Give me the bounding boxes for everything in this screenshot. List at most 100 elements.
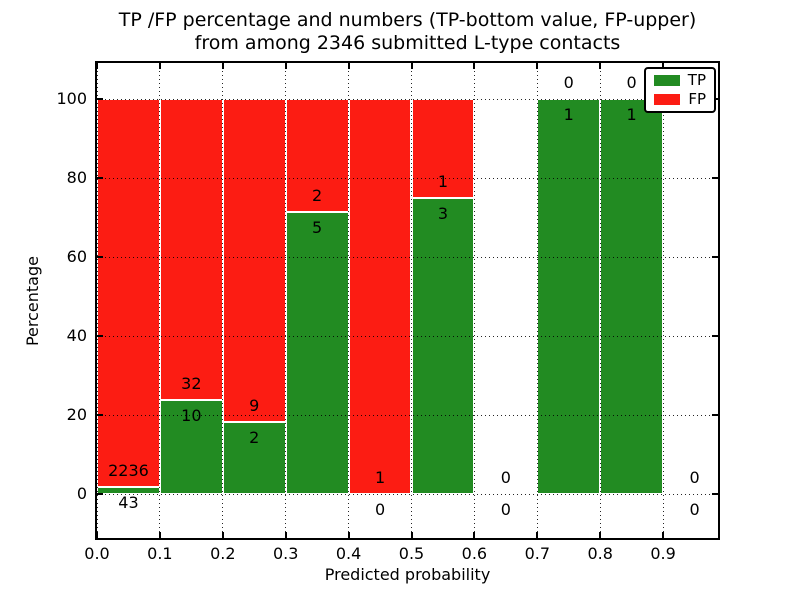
x-tick-label-0.9: 0.9	[650, 544, 676, 563]
fp-legend-label: FP	[688, 89, 706, 108]
bar-fp-1	[159, 99, 223, 400]
count-label-tp-9: 0	[689, 500, 700, 519]
y-tick-right-40	[712, 335, 718, 337]
y-tick-label-0: 0	[76, 484, 87, 503]
x-tick-top-0.5	[410, 63, 413, 69]
legend-item-tp: TP	[654, 73, 706, 88]
x-tick-label-0.6: 0.6	[461, 544, 488, 563]
gridline-h-20	[97, 414, 718, 416]
chart-title-line-1: TP /FP percentage and numbers (TP-bottom…	[118, 9, 697, 31]
x-tick-top-0.8	[599, 63, 602, 69]
x-tick-label-0.7: 0.7	[524, 544, 551, 563]
y-tick-left-0	[97, 493, 103, 495]
x-tick-label-0.0: 0.0	[84, 544, 110, 563]
y-tick-label-20: 20	[66, 405, 87, 424]
y-tick-label-80: 80	[66, 168, 87, 187]
y-tick-right-0	[712, 493, 718, 495]
gridline-v-0.9	[662, 63, 664, 538]
x-tick-top-0.1	[158, 63, 161, 69]
x-tick-top-0.4	[347, 63, 350, 69]
chart-title: TP /FP percentage and numbers (TP-bottom…	[97, 9, 718, 55]
bar-tp-3	[285, 212, 349, 494]
count-label-fp-4: 1	[374, 468, 386, 487]
y-tick-right-60	[712, 256, 718, 258]
count-label-tp-1: 10	[181, 406, 202, 425]
y-tick-left-100	[97, 98, 103, 100]
x-tick-top-0.6	[473, 63, 476, 69]
x-tick-bottom-0.7	[536, 532, 539, 538]
x-tick-top-0.9	[662, 63, 665, 69]
y-tick-left-20	[97, 414, 103, 416]
x-tick-bottom-0.0	[96, 532, 98, 538]
gridline-v-0.3	[285, 63, 287, 538]
gridline-v-0.1	[159, 63, 161, 538]
x-tick-bottom-0.3	[284, 532, 287, 538]
x-tick-label-0.1: 0.1	[147, 544, 173, 563]
plot-area: TP FP 2236 43 32 10 9 2 2 5 1 0 1 3 0 0 0 1 0 1 0 0 0 20 40 60 8…	[56, 61, 720, 563]
bar-tp-5	[411, 198, 475, 494]
fp-legend-swatch-icon	[654, 93, 680, 105]
gridline-v-0.0	[96, 63, 98, 538]
count-label-fp-0: 2236	[108, 461, 149, 480]
gridline-v-0.8	[599, 63, 601, 538]
x-axis-label: Predicted probability	[324, 565, 491, 584]
x-tick-top-0.2	[221, 63, 224, 69]
x-tick-bottom-0.6	[473, 532, 476, 538]
x-tick-label-0.3: 0.3	[272, 544, 299, 563]
bar-tp-1	[159, 400, 223, 494]
count-label-tp-7: 1	[563, 105, 574, 124]
y-tick-right-20	[712, 414, 718, 416]
count-label-fp-7: 0	[563, 73, 574, 92]
count-label-tp-8: 1	[626, 105, 637, 124]
y-tick-label-40: 40	[66, 326, 87, 345]
count-label-tp-6: 0	[500, 500, 511, 519]
gridline-v-0.7	[536, 63, 538, 538]
gridline-v-0.4	[348, 63, 350, 538]
gridline-h-60	[97, 256, 718, 258]
bar-tp-7	[537, 99, 601, 494]
x-tick-bottom-0.8	[599, 532, 602, 538]
tp-legend-swatch-icon	[654, 75, 680, 87]
legend-item-fp: FP	[654, 89, 706, 108]
y-tick-left-60	[97, 256, 103, 258]
count-label-tp-0: 43	[118, 493, 139, 512]
gridline-v-0.6	[473, 63, 475, 538]
bar-fp-2	[222, 99, 286, 422]
count-label-tp-4: 0	[374, 500, 386, 519]
gridline-v-0.5	[411, 63, 412, 538]
count-label-tp-2: 2	[249, 428, 260, 447]
y-tick-left-80	[97, 177, 103, 179]
count-label-fp-3: 2	[312, 186, 323, 205]
count-label-fp-6: 0	[500, 468, 511, 487]
x-tick-top-0.7	[536, 63, 539, 69]
gridline-v-0.2	[222, 63, 224, 538]
gridline-h-100	[97, 98, 718, 100]
x-tick-label-0.4: 0.4	[335, 544, 362, 563]
x-tick-bottom-0.2	[221, 532, 224, 538]
tp-legend-label: TP	[687, 71, 706, 90]
bar-tp-8	[600, 99, 664, 494]
x-tick-label-0.5: 0.5	[398, 544, 425, 563]
bar-fp-4	[348, 99, 412, 494]
x-tick-bottom-0.5	[410, 532, 413, 538]
legend: TP FP	[644, 67, 716, 113]
x-tick-bottom-0.9	[662, 532, 665, 538]
x-tick-label-0.2: 0.2	[210, 544, 236, 563]
count-label-fp-9: 0	[689, 468, 700, 487]
count-label-fp-2: 9	[249, 396, 260, 415]
count-label-fp-1: 32	[181, 374, 202, 393]
bar-fp-0	[97, 99, 160, 487]
y-tick-left-40	[97, 335, 103, 337]
count-label-tp-3: 5	[312, 218, 323, 237]
y-tick-label-60: 60	[66, 247, 87, 266]
bar-fp-3	[285, 99, 349, 212]
y-tick-right-80	[712, 177, 718, 179]
x-tick-top-0.3	[284, 63, 287, 69]
count-label-fp-5: 1	[437, 172, 449, 191]
x-tick-label-0.8: 0.8	[587, 544, 613, 563]
gridline-h-80	[97, 177, 718, 179]
gridline-h-40	[97, 335, 718, 337]
gridline-h-0	[97, 493, 718, 495]
x-tick-top-0.0	[96, 63, 98, 69]
